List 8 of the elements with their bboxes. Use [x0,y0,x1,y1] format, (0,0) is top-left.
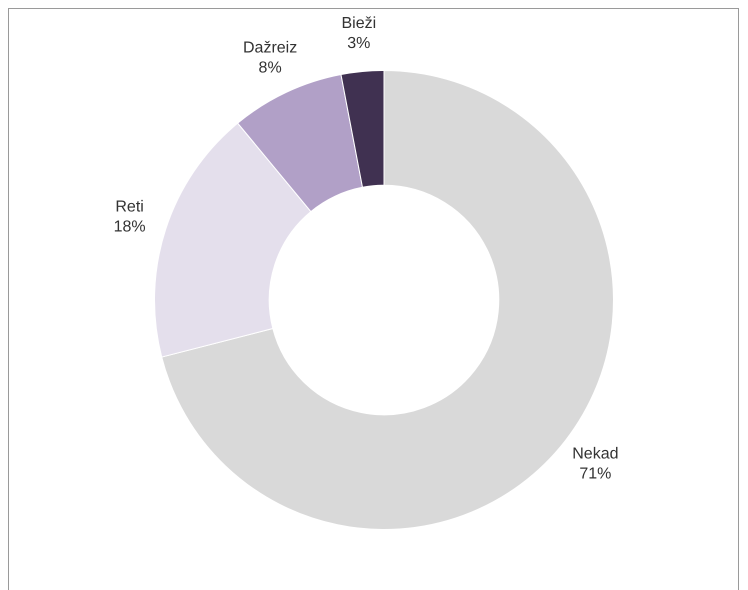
slice-label: Reti [115,198,144,216]
slice-label: Nekad [572,445,618,462]
data-label: 3% [347,35,370,52]
data-label: 18% [114,218,146,236]
data-label: 71% [579,465,612,482]
slice-label: Bieži [341,15,376,32]
slice-label: Dažreiz [242,39,298,56]
data-label: 8% [258,59,282,76]
